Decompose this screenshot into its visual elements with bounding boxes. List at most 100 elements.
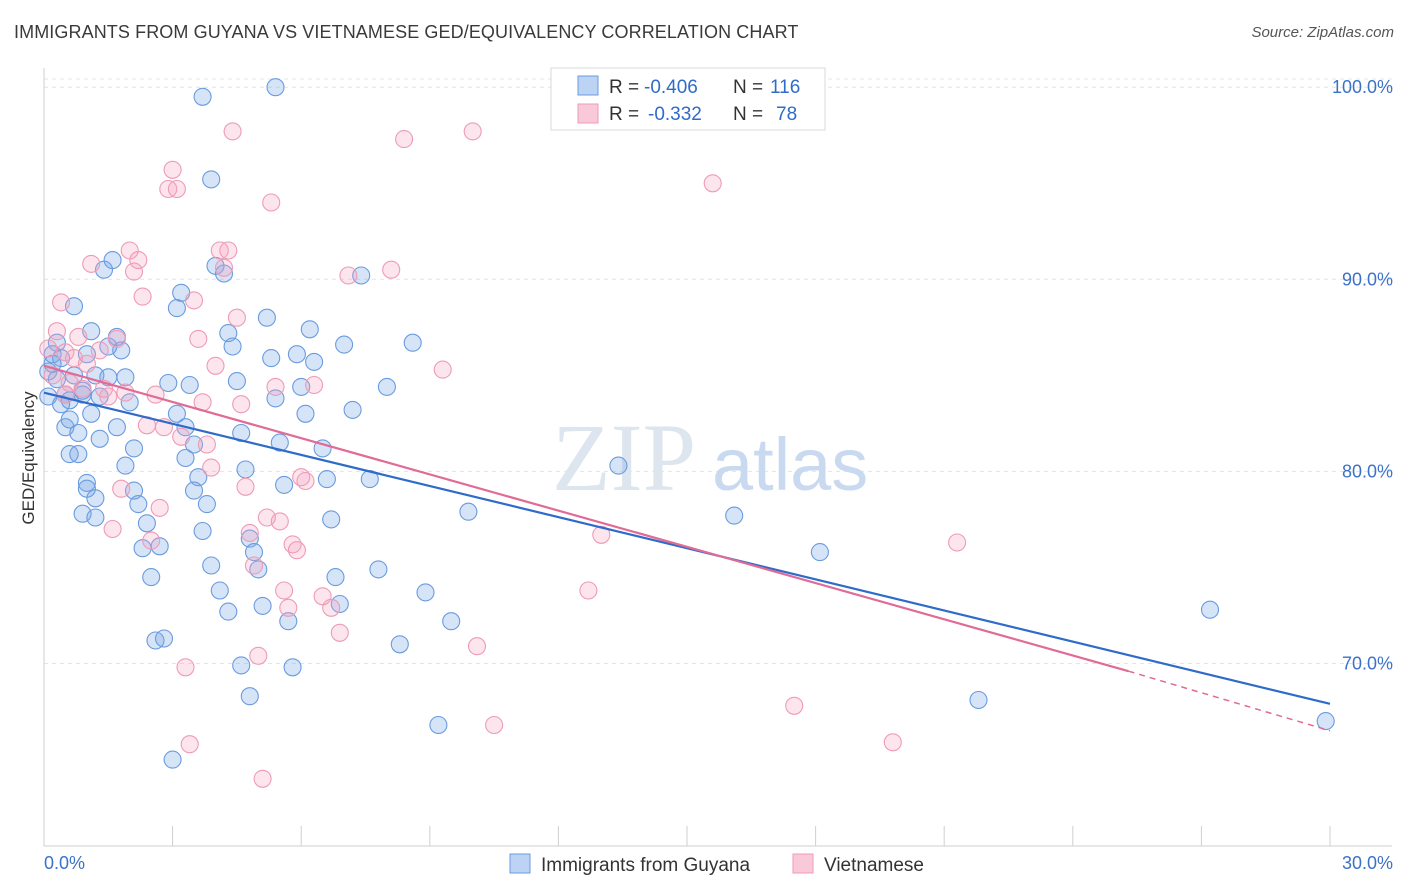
point-vietnamese bbox=[223, 122, 242, 141]
point-guyana bbox=[300, 320, 319, 339]
point-vietnamese bbox=[124, 262, 144, 281]
point-guyana bbox=[1316, 712, 1335, 731]
series-guyana-points bbox=[39, 78, 1335, 769]
point-guyana bbox=[180, 375, 199, 395]
point-guyana bbox=[176, 448, 195, 468]
watermark-zip: ZIP bbox=[552, 404, 696, 511]
point-guyana bbox=[429, 715, 448, 735]
point-vietnamese bbox=[270, 512, 289, 531]
point-vietnamese bbox=[142, 531, 161, 550]
point-guyana bbox=[240, 687, 259, 706]
bottom-legend-label-guyana: Immigrants from Guyana bbox=[541, 855, 750, 876]
point-vietnamese bbox=[197, 435, 216, 454]
point-vietnamese bbox=[395, 130, 414, 149]
point-guyana bbox=[116, 368, 135, 387]
point-guyana bbox=[283, 658, 302, 677]
point-guyana bbox=[167, 299, 186, 318]
point-guyana bbox=[236, 460, 255, 479]
point-guyana bbox=[262, 349, 281, 368]
point-guyana bbox=[330, 594, 349, 614]
legend-r-value-vietnamese: -0.332 bbox=[648, 104, 702, 125]
point-guyana bbox=[969, 690, 988, 710]
point-vietnamese bbox=[129, 251, 148, 270]
point-vietnamese bbox=[112, 479, 131, 498]
point-guyana bbox=[403, 333, 422, 352]
bottom-legend-swatch-vietnamese bbox=[792, 853, 814, 874]
point-vietnamese bbox=[467, 637, 487, 656]
point-vietnamese bbox=[287, 541, 306, 560]
point-vietnamese bbox=[172, 427, 191, 446]
point-guyana bbox=[219, 602, 238, 621]
point-guyana bbox=[296, 404, 315, 423]
point-guyana bbox=[107, 418, 126, 437]
x-tick-label-max: 30.0% bbox=[1342, 853, 1393, 873]
point-guyana bbox=[189, 468, 208, 487]
point-vietnamese bbox=[163, 160, 182, 179]
point-vietnamese bbox=[433, 360, 452, 379]
point-vietnamese bbox=[82, 254, 101, 273]
point-vietnamese bbox=[219, 241, 238, 260]
point-vietnamese bbox=[262, 193, 281, 212]
legend-r-label-vietnamese: R = bbox=[609, 104, 639, 125]
legend-n-label-guyana: N = bbox=[733, 77, 763, 98]
point-guyana bbox=[442, 612, 461, 631]
point-guyana bbox=[69, 423, 88, 443]
point-vietnamese bbox=[463, 122, 482, 141]
point-vietnamese bbox=[56, 385, 75, 404]
bottom-legend-swatch-guyana bbox=[509, 853, 531, 874]
point-vietnamese bbox=[382, 260, 401, 279]
legend-n-value-guyana: 116 bbox=[770, 77, 800, 98]
trend-line-guyana bbox=[43, 391, 1331, 705]
point-vietnamese bbox=[232, 395, 251, 414]
point-vietnamese bbox=[249, 646, 268, 665]
point-guyana bbox=[377, 377, 396, 396]
point-guyana bbox=[77, 479, 96, 498]
legend-swatch-guyana bbox=[577, 75, 599, 96]
point-guyana bbox=[219, 324, 238, 343]
point-vietnamese bbox=[266, 377, 285, 396]
point-vietnamese bbox=[43, 366, 62, 385]
point-vietnamese bbox=[227, 308, 246, 327]
point-vietnamese bbox=[296, 471, 315, 491]
point-guyana bbox=[103, 251, 122, 270]
point-guyana bbox=[287, 345, 306, 364]
point-vietnamese bbox=[236, 477, 255, 496]
point-guyana bbox=[416, 583, 435, 602]
point-vietnamese bbox=[703, 174, 722, 193]
point-vietnamese bbox=[785, 696, 804, 715]
point-guyana bbox=[1200, 600, 1220, 619]
point-vietnamese bbox=[339, 266, 358, 285]
point-vietnamese bbox=[69, 327, 88, 346]
point-guyana bbox=[77, 473, 96, 492]
point-vietnamese bbox=[202, 458, 221, 477]
point-guyana bbox=[352, 266, 371, 285]
bottom-legend: Immigrants from Guyana Vietnamese bbox=[509, 853, 924, 876]
x-tick-label-min: 0.0% bbox=[44, 853, 85, 873]
watermark: ZIP atlas bbox=[552, 404, 868, 511]
point-guyana bbox=[390, 635, 409, 654]
trend-lines bbox=[43, 364, 1331, 732]
point-vietnamese bbox=[90, 341, 109, 360]
point-guyana bbox=[82, 404, 101, 423]
point-vietnamese bbox=[883, 733, 902, 752]
point-guyana bbox=[227, 372, 246, 391]
point-vietnamese bbox=[73, 379, 92, 398]
point-guyana bbox=[142, 568, 161, 587]
point-vietnamese bbox=[167, 179, 186, 199]
point-guyana bbox=[137, 514, 156, 533]
point-guyana bbox=[725, 506, 744, 525]
watermark-atlas: atlas bbox=[712, 423, 868, 506]
point-guyana bbox=[232, 656, 251, 675]
point-guyana bbox=[335, 335, 354, 354]
point-vietnamese bbox=[279, 598, 298, 617]
point-guyana bbox=[257, 308, 276, 327]
point-guyana bbox=[197, 495, 216, 514]
point-guyana bbox=[253, 596, 272, 615]
point-vietnamese bbox=[133, 287, 152, 306]
point-vietnamese bbox=[176, 658, 195, 677]
point-guyana bbox=[120, 393, 139, 412]
point-guyana bbox=[240, 529, 259, 548]
point-vietnamese bbox=[275, 581, 294, 600]
chart-title: IMMIGRANTS FROM GUYANA VS VIETNAMESE GED… bbox=[14, 22, 799, 42]
point-guyana bbox=[86, 508, 105, 527]
